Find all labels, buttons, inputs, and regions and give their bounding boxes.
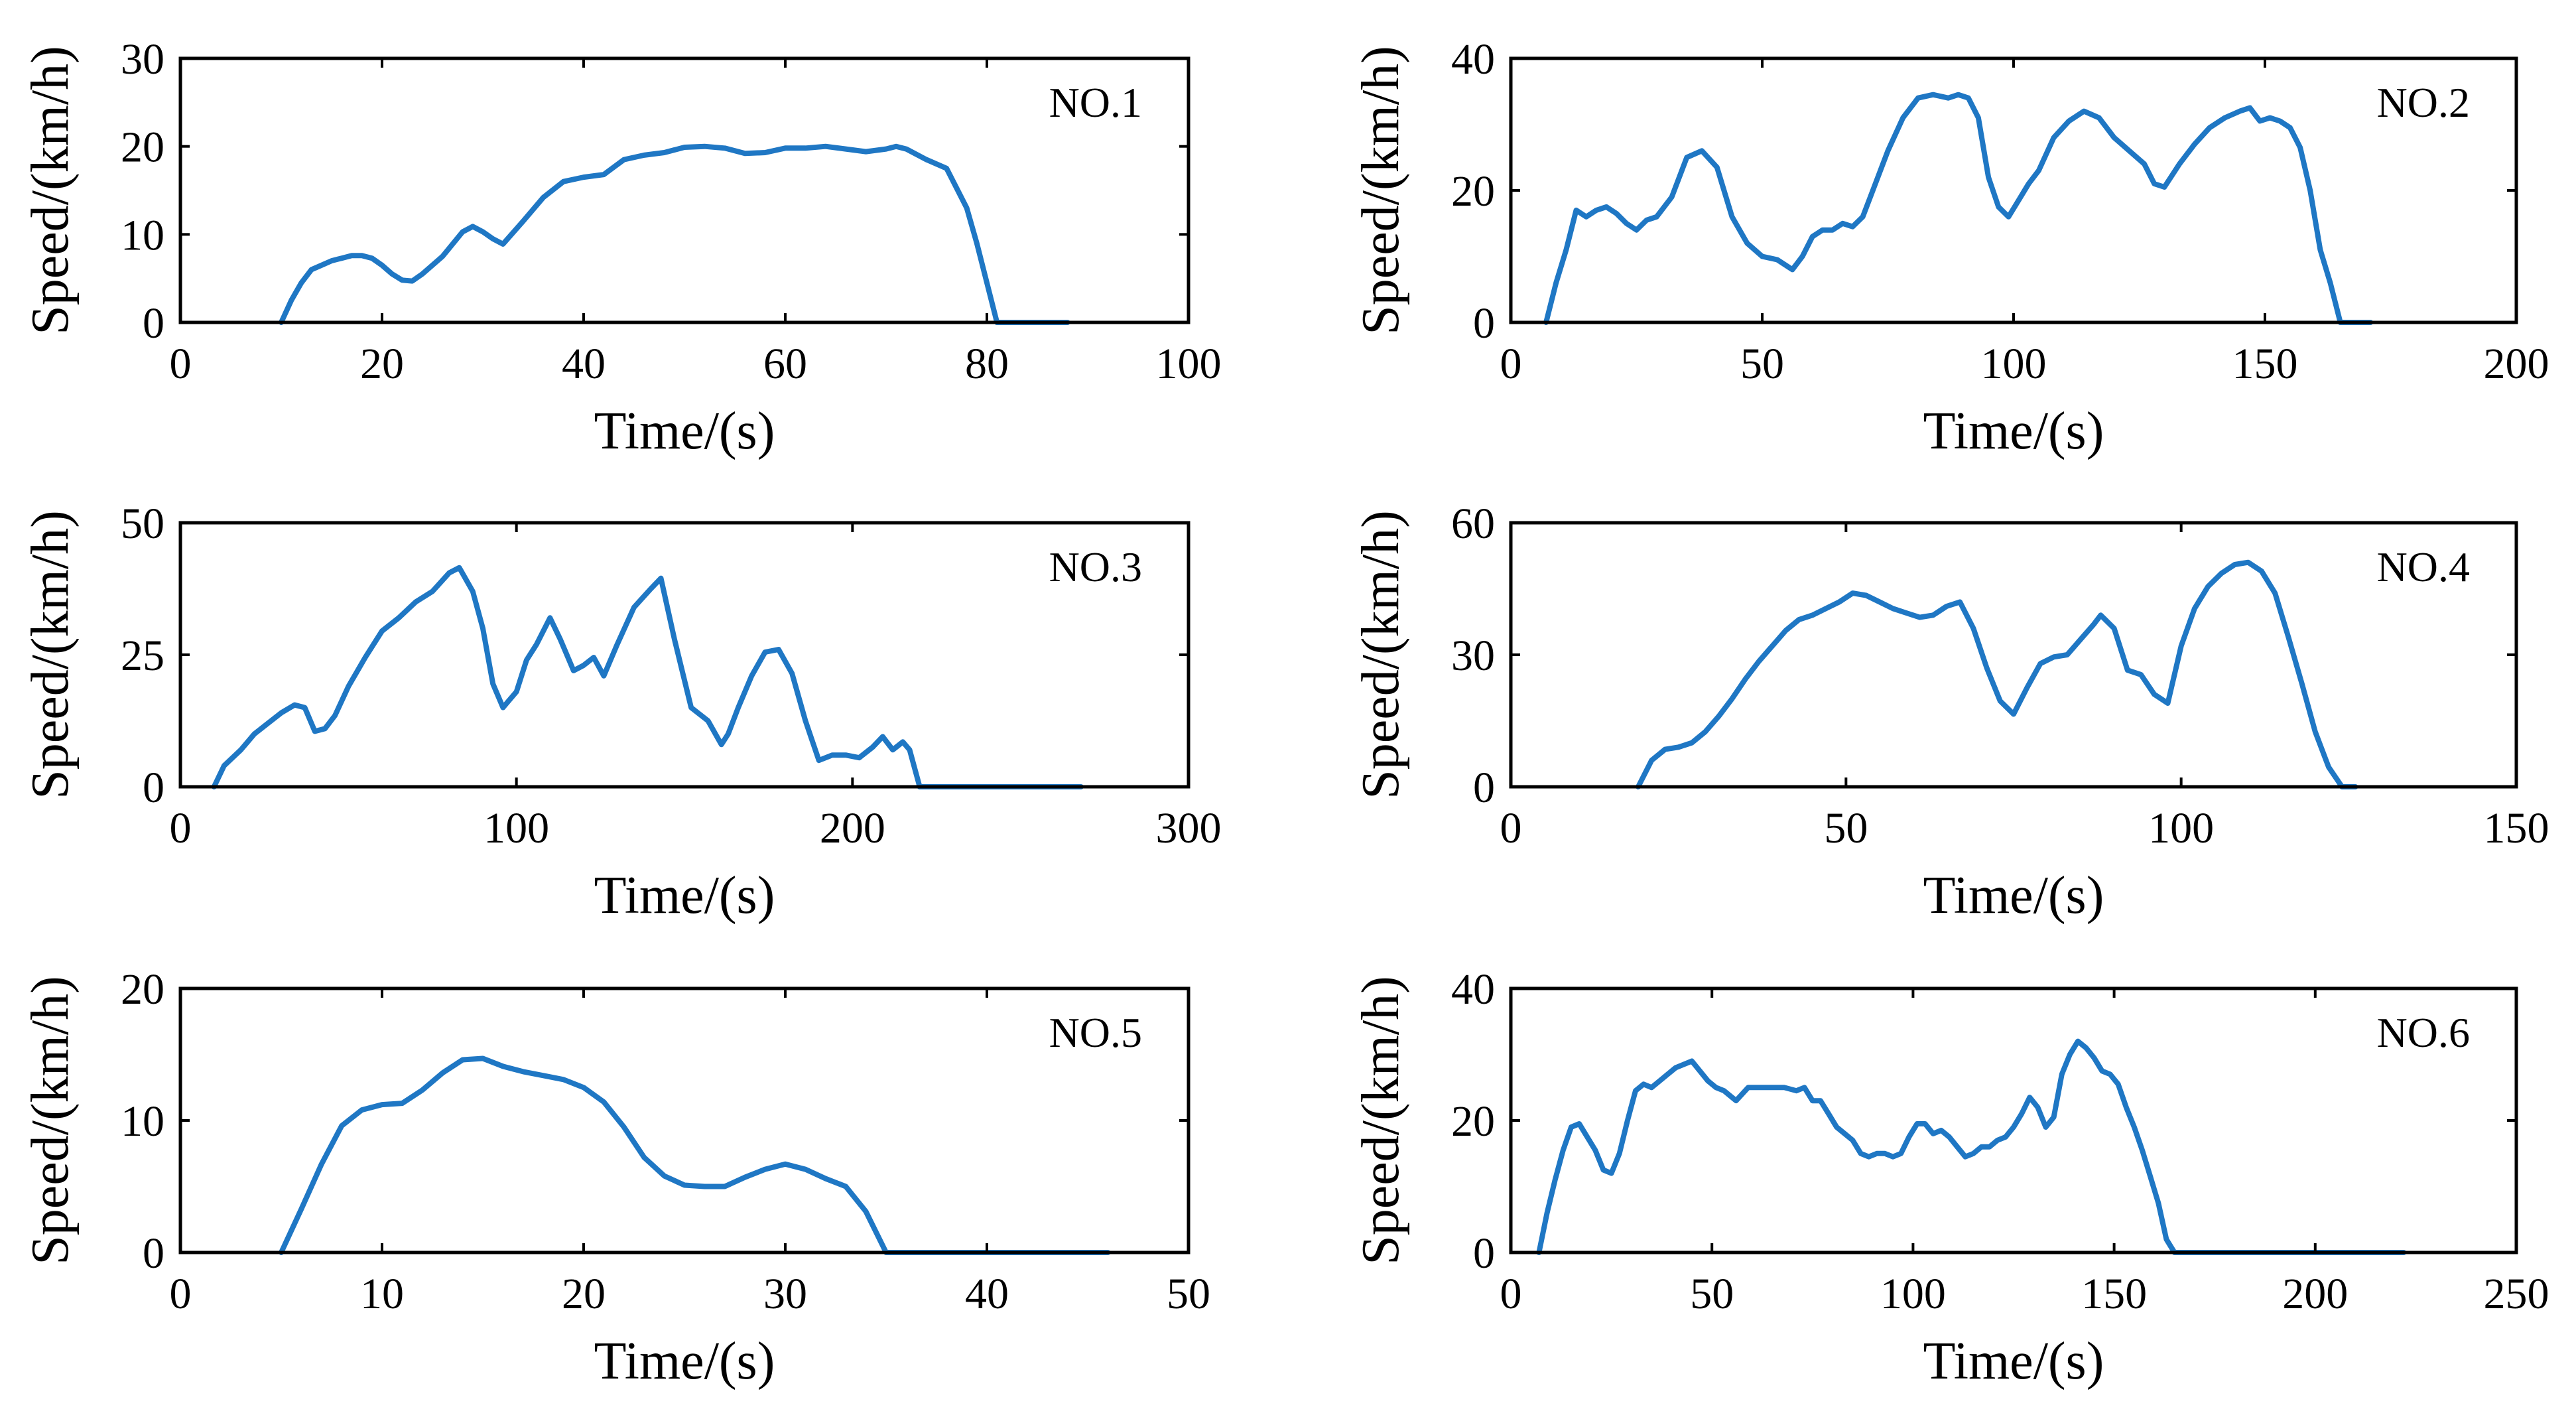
- axes-frame: [178, 56, 1191, 324]
- x-tick-label: 50: [1167, 1270, 1210, 1318]
- x-tick-label: 80: [965, 340, 1009, 388]
- x-tick-label: 0: [1500, 804, 1522, 852]
- x-tick-label: 40: [965, 1270, 1009, 1318]
- x-tick-label: 10: [360, 1270, 404, 1318]
- speed-series-line: [211, 565, 1084, 789]
- y-tick-label: 50: [121, 500, 164, 548]
- x-tick-label: 150: [2232, 340, 2298, 388]
- y-axis-label: Speed/(km/h): [21, 46, 80, 334]
- y-tick-label: 20: [1451, 1097, 1495, 1146]
- y-tick-label: 40: [1451, 965, 1495, 1014]
- panel-title: NO.2: [2377, 79, 2470, 126]
- speed-series-line: [1636, 559, 2358, 789]
- x-tick-label: 0: [170, 1270, 192, 1318]
- speed-series-line: [279, 1055, 1111, 1255]
- x-tick-label: 20: [360, 340, 404, 388]
- y-tick-label: 0: [1473, 764, 1495, 812]
- panel-title: NO.6: [2377, 1009, 2470, 1056]
- x-axis-label: Time/(s): [594, 402, 775, 460]
- panel-title: NO.3: [1049, 543, 1142, 590]
- x-tick-label: 200: [2282, 1270, 2348, 1318]
- x-tick-label: 150: [2081, 1270, 2147, 1318]
- y-tick-label: 0: [143, 1229, 164, 1278]
- y-tick-label: 25: [121, 632, 164, 680]
- axes-frame: [1509, 986, 2518, 1254]
- x-tick-label: 100: [483, 804, 549, 852]
- chart-panel-no2: 0 50 100 150 200 0 20 40 NO.2 Time/(s) Speed/(km/h…: [1352, 35, 2549, 460]
- x-axis-label: Time/(s): [594, 1332, 775, 1390]
- y-tick-label: 10: [121, 1097, 164, 1146]
- x-tick-label: 250: [2484, 1270, 2549, 1318]
- chart-panel-no5: 0 10 20 30 40 50 0 10 20 NO.5 Time/(s) Speed/(km/h): [21, 965, 1210, 1390]
- y-tick-label: 0: [143, 764, 164, 812]
- axes-frame: [1509, 56, 2518, 324]
- y-tick-label: 60: [1451, 500, 1495, 548]
- y-tick-label: 0: [1473, 1229, 1495, 1278]
- y-tick-label: 20: [121, 123, 164, 172]
- x-tick-label: 60: [763, 340, 807, 388]
- x-axis-label: Time/(s): [1923, 1332, 2104, 1390]
- x-tick-label: 50: [1824, 804, 1868, 852]
- x-tick-label: 150: [2484, 804, 2549, 852]
- x-tick-label: 0: [170, 804, 192, 852]
- x-tick-label: 100: [1156, 340, 1222, 388]
- x-tick-label: 100: [2148, 804, 2214, 852]
- y-tick-label: 40: [1451, 35, 1495, 84]
- y-axis-label: Speed/(km/h): [1352, 976, 1410, 1264]
- y-tick-label: 30: [1451, 632, 1495, 680]
- axes-frame: [178, 521, 1191, 789]
- y-tick-label: 20: [121, 965, 164, 1014]
- x-tick-label: 30: [763, 1270, 807, 1318]
- x-tick-label: 300: [1156, 804, 1222, 852]
- panel-title: NO.5: [1049, 1009, 1142, 1056]
- chart-panel-no3: 0 100 200 300 0 25 50 NO.3 Time/(s) Speed/(km/h): [21, 500, 1222, 925]
- chart-panel-no6: 0 50 100 150 200 250 0 20 40 NO.6 Time/(s) Speed/(k…: [1352, 965, 2549, 1390]
- x-tick-label: 100: [1981, 340, 2047, 388]
- x-tick-label: 50: [1740, 340, 1784, 388]
- axes-frame: [178, 986, 1191, 1254]
- x-axis-label: Time/(s): [1923, 866, 2104, 925]
- x-axis-label: Time/(s): [1923, 402, 2104, 460]
- speed-series-line: [1536, 1038, 2407, 1255]
- chart-panel-no4: 0 50 100 150 0 30 60 NO.4 Time/(s) Speed/(km/h): [1352, 500, 2549, 925]
- x-tick-label: 200: [2484, 340, 2549, 388]
- chart-panel-no1: 0 20 40 60 80 100 0 10 20 30 NO.1 Time/(s) Speed/(km…: [21, 35, 1222, 460]
- y-axis-label: Speed/(km/h): [1352, 510, 1410, 799]
- y-axis-label: Speed/(km/h): [21, 510, 80, 799]
- x-tick-label: 200: [820, 804, 885, 852]
- axes-frame: [1509, 521, 2518, 789]
- speed-series-line: [1543, 92, 2374, 325]
- y-axis-label: Speed/(km/h): [1352, 46, 1410, 334]
- y-tick-label: 0: [1473, 299, 1495, 348]
- y-tick-label: 20: [1451, 167, 1495, 216]
- x-tick-label: 0: [170, 340, 192, 388]
- y-axis-label: Speed/(km/h): [21, 976, 80, 1264]
- x-tick-label: 40: [562, 340, 606, 388]
- y-tick-label: 10: [121, 211, 164, 259]
- x-axis-label: Time/(s): [594, 866, 775, 925]
- x-tick-label: 20: [562, 1270, 606, 1318]
- speed-series-line: [279, 143, 1070, 325]
- panel-title: NO.1: [1049, 79, 1142, 126]
- panel-title: NO.4: [2377, 543, 2470, 590]
- y-tick-label: 0: [143, 299, 164, 348]
- x-tick-label: 50: [1690, 1270, 1734, 1318]
- x-tick-label: 0: [1500, 1270, 1522, 1318]
- y-tick-label: 30: [121, 35, 164, 84]
- x-tick-label: 0: [1500, 340, 1522, 388]
- x-tick-label: 100: [1880, 1270, 1946, 1318]
